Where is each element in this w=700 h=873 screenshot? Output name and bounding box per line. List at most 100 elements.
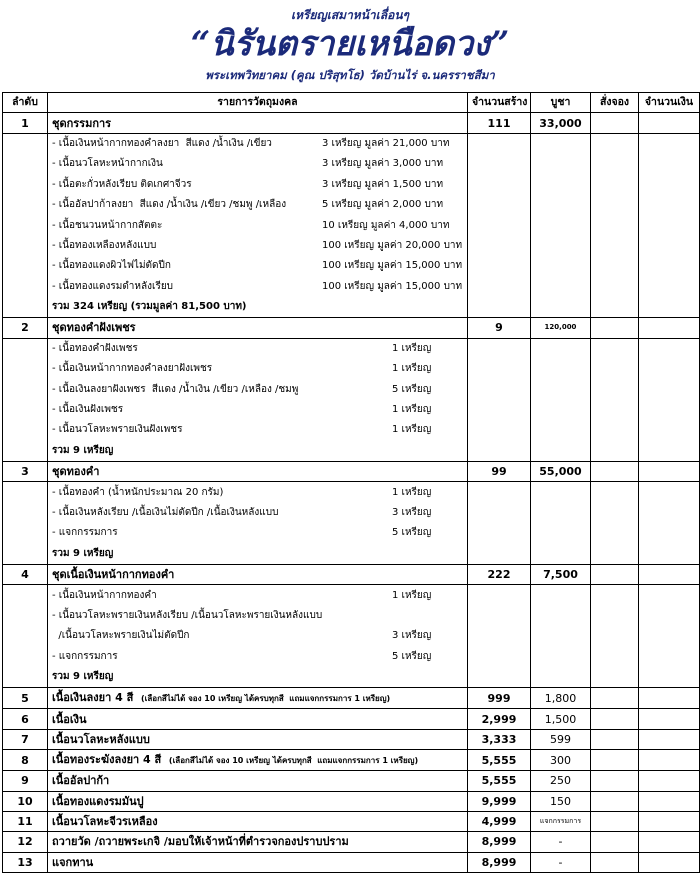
detail-row: - เนื้อนวโลหะพรายเงินฝังเพชร 1 เหรียญ: [2, 420, 700, 441]
empty-cell: [467, 174, 531, 195]
price: 55,000: [530, 461, 591, 483]
empty-cell: [590, 440, 639, 463]
detail-value: 100 เหรียญ มูลค่า 15,000 บาท: [322, 280, 463, 292]
column-header: รายการวัตถุมงคล: [47, 91, 468, 114]
empty-cell: [530, 584, 591, 606]
detail-cell: - เนื้อเงินหลังเรียบ /เนื้อเงินไม่ตัดปีก…: [47, 502, 468, 524]
detail-row: รวม 9 เหรียญ: [2, 666, 700, 689]
detail-cell: - เนื้อทองแดงผิวไฟไม่ตัดปีก 100 เหรียญ มู…: [47, 256, 468, 277]
detail-row: - เนื้อเงินฝังเพชร 1 เหรียญ: [2, 399, 700, 421]
empty-cell: [530, 543, 591, 565]
detail-name: - แจกกรรมการ: [52, 650, 118, 662]
empty-cell: [530, 154, 591, 175]
detail-row: - เนื้อชนวนหน้ากากสัตตะ 10 เหรียญ มูลค่า …: [2, 215, 700, 236]
empty-cell: [638, 399, 700, 421]
row-number: 4: [2, 563, 48, 586]
empty-cell: [2, 174, 48, 195]
price: 300: [530, 749, 591, 772]
empty-cell: [467, 646, 531, 667]
amount-cell: [638, 563, 700, 586]
amount-cell: [638, 831, 700, 853]
detail-cell: รวม 9 เหรียญ: [47, 440, 468, 463]
amount-cell: [638, 461, 700, 483]
detail-total: รวม 9 เหรียญ: [52, 547, 114, 559]
empty-cell: [638, 481, 700, 503]
detail-row: - เนื้อเงินหลังเรียบ /เนื้อเงินไม่ตัดปีก…: [2, 502, 700, 524]
quantity: 5,555: [467, 749, 531, 772]
empty-cell: [2, 646, 48, 667]
price: แจกกรรมการ: [530, 810, 591, 833]
detail-cell: - แจกกรรมการ 5 เหรียญ: [47, 523, 468, 544]
empty-cell: [590, 420, 639, 441]
empty-cell: [638, 502, 700, 524]
row: 13 แจกทาน 8,999-: [2, 851, 700, 873]
item-cell: เนื้อทองระฆังลงยา 4 สี (เลือกสีไม่ได้ จอ…: [47, 749, 468, 772]
empty-cell: [638, 174, 700, 195]
empty-cell: [2, 523, 48, 544]
column-header: จำนวนเงิน: [638, 91, 700, 114]
empty-cell: [530, 256, 591, 277]
detail-cell: - เนื้อตะกั่วหลังเรียบ ติดเกศาจีวร 3 เหรี…: [47, 174, 468, 195]
price: 1,500: [530, 708, 591, 730]
empty-cell: [530, 646, 591, 667]
empty-cell: [590, 359, 639, 380]
detail-row: - เนื้อเงินหน้ากากทองคำลงยา สีแดง /น้ำเง…: [2, 133, 700, 155]
detail-row: - แจกกรรมการ 5 เหรียญ: [2, 523, 700, 544]
column-header: ลำดับ: [2, 91, 48, 114]
empty-cell: [590, 605, 639, 627]
empty-cell: [638, 605, 700, 627]
detail-total: รวม 9 เหรียญ: [52, 444, 114, 456]
detail-row: - เนื้ออัลปาก้าลงยา สีแดง /น้ำเงิน /เขีย…: [2, 194, 700, 216]
empty-cell: [590, 646, 639, 667]
detail-value: 1 เหรียญ: [392, 589, 432, 601]
detail-row: - เนื้อเงินหน้ากากทองคำ 1 เหรียญ: [2, 584, 700, 606]
header-row: ลำดับ รายการวัตถุมงคล จำนวนสร้าง บูชา สั่งจอ…: [2, 91, 700, 114]
column-header: บูชา: [530, 91, 591, 114]
order-cell: [590, 851, 639, 873]
detail-cell: - เนื้อนวโลหะพรายเงินฝังเพชร 1 เหรียญ: [47, 420, 468, 441]
quantity: 5,555: [467, 770, 531, 792]
empty-cell: [530, 502, 591, 524]
detail-value: 1 เหรียญ: [392, 404, 432, 416]
empty-cell: [530, 296, 591, 319]
detail-row: รวม 9 เหรียญ: [2, 440, 700, 463]
empty-cell: [467, 235, 531, 257]
item-name: ถวายวัด /ถวายพระเกจิ /มอบให้เจ้าหน้าที่ต…: [52, 835, 349, 849]
detail-row: - เนื้อตะกั่วหลังเรียบ ติดเกศาจีวร 3 เหรี…: [2, 174, 700, 195]
empty-cell: [2, 276, 48, 297]
subtitle: พระเทพวิทยาคม (คูณ ปริสุทโธ) วัดบ้านไร่ …: [205, 68, 495, 82]
order-cell: [590, 831, 639, 853]
row-number: 8: [2, 749, 48, 772]
empty-cell: [467, 605, 531, 627]
empty-cell: [530, 215, 591, 236]
price: -: [530, 831, 591, 853]
row-number: 5: [2, 687, 48, 710]
empty-cell: [638, 235, 700, 257]
order-cell: [590, 461, 639, 483]
empty-cell: [530, 523, 591, 544]
price: 1,800: [530, 687, 591, 710]
empty-cell: [467, 359, 531, 380]
detail-cell: - เนื้ออัลปาก้าลงยา สีแดง /น้ำเงิน /เขีย…: [47, 194, 468, 216]
empty-cell: [638, 256, 700, 277]
price-table: ลำดับ รายการวัตถุมงคล จำนวนสร้าง บูชา สั่งจอ…: [2, 91, 700, 873]
empty-cell: [467, 276, 531, 297]
item-cell: เนื้อนวโลหะหลังแบบ: [47, 728, 468, 751]
row: 2 ชุดทองคำฝังเพชร 9 120,000: [2, 317, 700, 339]
quantity: 9,999: [467, 790, 531, 812]
empty-cell: [638, 215, 700, 236]
detail-name: - แจกกรรมการ: [52, 527, 118, 539]
detail-row: รวม 324 เหรียญ (รวมมูลค่า 81,500 บาท): [2, 296, 700, 319]
amount-cell: [638, 749, 700, 772]
row: 8 เนื้อทองระฆังลงยา 4 สี (เลือกสีไม่ได้ จ…: [2, 749, 700, 772]
empty-cell: [590, 481, 639, 503]
quantity: 9: [467, 317, 531, 339]
empty-cell: [638, 359, 700, 380]
item-cell: เนื้อทองแดงรมมันปู: [47, 790, 468, 812]
empty-cell: [530, 194, 591, 216]
detail-row: - เนื้อเงินลงยาฝังเพชร สีแดง /น้ำเงิน /เ…: [2, 379, 700, 400]
empty-cell: [590, 338, 639, 360]
quantity: 222: [467, 563, 531, 586]
empty-cell: [530, 399, 591, 421]
item-cell: เนื้ออัลปาก้า: [47, 770, 468, 792]
